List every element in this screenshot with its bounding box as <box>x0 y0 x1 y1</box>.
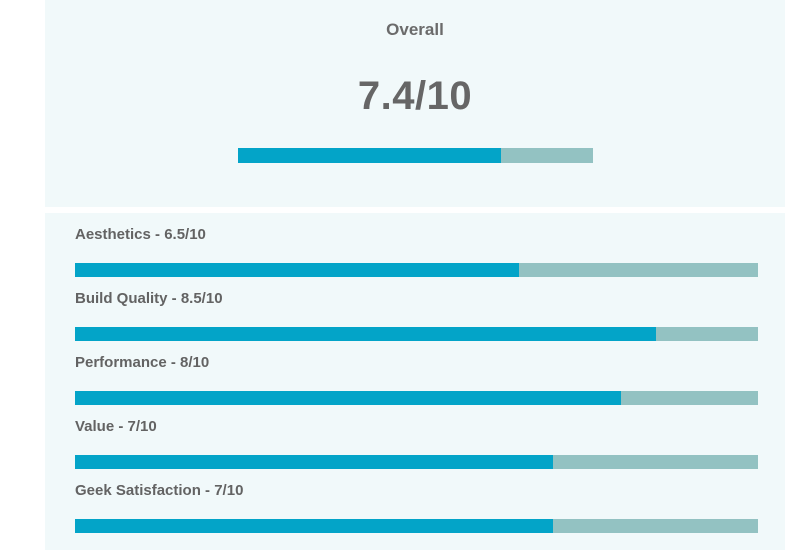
criterion-bar <box>75 263 758 277</box>
overall-score: 7.4/10 <box>357 74 473 118</box>
criterion-bar <box>75 455 758 469</box>
criterion-label: Aesthetics - 6.5/10 <box>75 226 206 243</box>
criterion-label: Build Quality - 8.5/10 <box>75 290 223 307</box>
criterion-bar <box>75 327 758 341</box>
criterion-geek-satisfaction: Geek Satisfaction - 7/10 <box>75 481 758 533</box>
criterion-bar-fill <box>75 391 622 405</box>
criterion-value: Value - 7/10 <box>75 417 758 469</box>
overall-score-bar <box>238 148 593 163</box>
overall-title: Overall <box>386 20 444 39</box>
criterion-bar-fill <box>75 455 554 469</box>
criterion-bar-fill <box>75 327 656 341</box>
criterion-bar-fill <box>75 263 519 277</box>
criterion-build-quality: Build Quality - 8.5/10 <box>75 289 758 341</box>
criterion-label: Geek Satisfaction - 7/10 <box>75 482 244 499</box>
criterion-performance: Performance - 8/10 <box>75 353 758 405</box>
overall-score-bar-fill <box>238 148 501 163</box>
criteria-panel: Aesthetics - 6.5/10 Build Quality - 8.5/… <box>45 213 785 550</box>
overall-panel: Overall 7.4/10 <box>45 0 785 207</box>
criterion-label: Performance - 8/10 <box>75 354 210 371</box>
criterion-bar-fill <box>75 519 554 533</box>
criterion-bar <box>75 519 758 533</box>
criterion-bar <box>75 391 758 405</box>
criterion-label: Value - 7/10 <box>75 418 157 435</box>
criterion-aesthetics: Aesthetics - 6.5/10 <box>75 225 758 277</box>
